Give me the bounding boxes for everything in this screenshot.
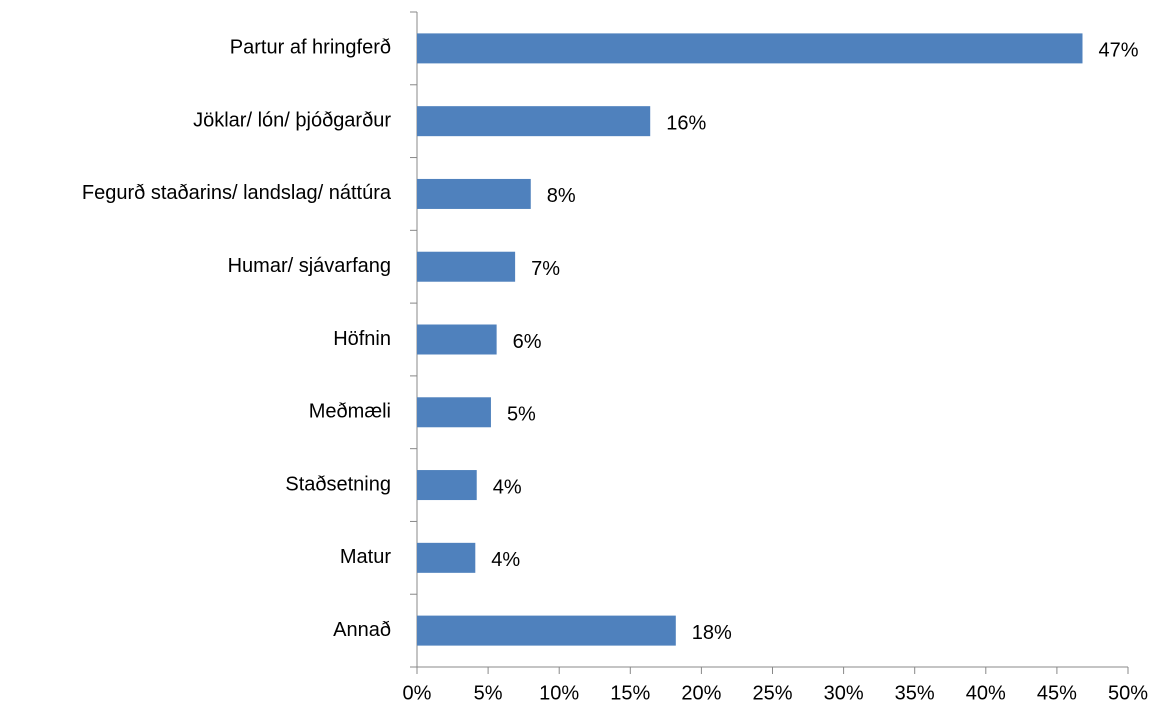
x-tick-label: 0%: [403, 682, 432, 704]
bar: [417, 324, 497, 355]
y-tick-label: Staðsetning: [285, 473, 391, 495]
bar: [417, 542, 476, 573]
y-tick-label: Fegurð staðarins/ landslag/ náttúra: [82, 182, 392, 204]
bar: [417, 470, 477, 501]
data-label: 5%: [507, 404, 536, 426]
y-tick-label: Matur: [340, 546, 391, 568]
data-label: 4%: [493, 476, 522, 498]
x-tick-label: 20%: [681, 682, 721, 704]
bar: [417, 106, 651, 137]
y-tick-label: Humar/ sjávarfang: [228, 255, 391, 277]
data-label: 47%: [1098, 40, 1138, 62]
bar: [417, 33, 1083, 64]
x-tick-label: 15%: [610, 682, 650, 704]
x-tick-label: 25%: [752, 682, 792, 704]
x-tick-label: 5%: [474, 682, 503, 704]
x-tick-label: 10%: [539, 682, 579, 704]
x-tick-label: 40%: [966, 682, 1006, 704]
data-label: 18%: [692, 622, 732, 644]
x-tick-label: 35%: [895, 682, 935, 704]
y-tick-label: Jöklar/ lón/ þjóðgarður: [193, 109, 391, 131]
y-tick-label: Meðmæli: [309, 401, 391, 423]
y-tick-label: Annað: [333, 619, 391, 641]
x-tick-label: 30%: [824, 682, 864, 704]
data-label: 6%: [513, 331, 542, 353]
x-tick-label: 45%: [1037, 682, 1077, 704]
y-tick-label: Höfnin: [333, 328, 391, 350]
x-tick-label: 50%: [1108, 682, 1148, 704]
bar: [417, 397, 491, 428]
data-label: 8%: [547, 185, 576, 207]
data-label: 16%: [666, 112, 706, 134]
bar: [417, 178, 531, 209]
bar: [417, 615, 676, 646]
bar: [417, 251, 516, 282]
y-tick-label: Partur af hringferð: [230, 37, 391, 59]
data-label: 4%: [491, 549, 520, 571]
data-label: 7%: [531, 258, 560, 280]
